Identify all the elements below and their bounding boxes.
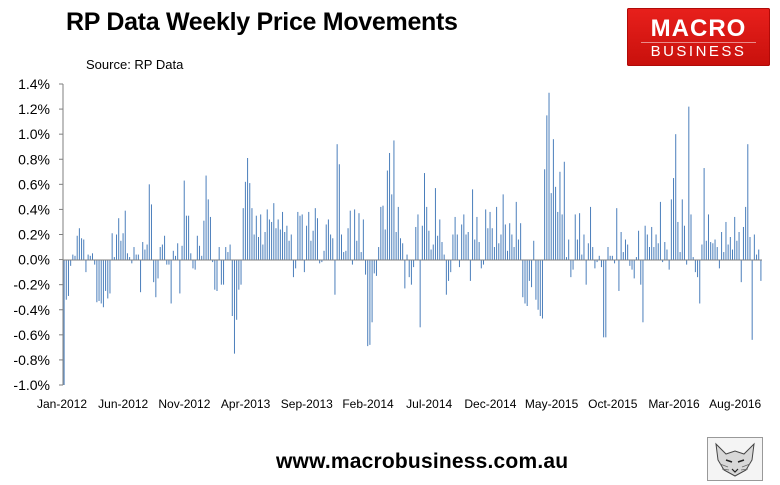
- bar-series: [63, 92, 762, 385]
- y-tick-label: 1.0%: [18, 126, 50, 142]
- logo-line-business: BUSINESS: [650, 43, 747, 60]
- x-tick-label: Jun-2012: [98, 397, 148, 411]
- logo-divider: [641, 42, 756, 43]
- x-tick-label: Mar-2016: [648, 397, 700, 411]
- y-tick-label: 0.4%: [18, 201, 50, 217]
- chart-title: RP Data Weekly Price Movements: [66, 8, 458, 36]
- x-tick-label: Sep-2013: [281, 397, 333, 411]
- y-tick-label: 0.8%: [18, 151, 50, 167]
- x-tick-label: Aug-2016: [709, 397, 761, 411]
- y-tick-label: 0.2%: [18, 227, 50, 243]
- y-tick-label: 1.2%: [18, 101, 50, 117]
- x-tick-label: Jul-2014: [406, 397, 452, 411]
- x-tick-label: Nov-2012: [158, 397, 210, 411]
- x-tick-label: Oct-2015: [588, 397, 638, 411]
- x-tick-label: May-2015: [525, 397, 579, 411]
- x-tick-label: Feb-2014: [342, 397, 394, 411]
- fox-logo-icon: [707, 437, 763, 481]
- chart-source: Source: RP Data: [86, 57, 184, 72]
- macrobusiness-logo[interactable]: MACRO BUSINESS: [627, 8, 770, 66]
- y-tick-label: -0.2%: [13, 277, 50, 293]
- y-tick-label: 1.4%: [18, 76, 50, 92]
- footer-url[interactable]: www.macrobusiness.com.au: [276, 450, 569, 473]
- y-tick-label: -0.8%: [13, 352, 50, 368]
- y-tick-label: -0.6%: [13, 327, 50, 343]
- x-tick-label: Apr-2013: [221, 397, 271, 411]
- x-axis-labels: Jan-2012 Jun-2012 Nov-2012 Apr-2013 Sep-2013…: [37, 397, 762, 411]
- logo-line-macro: MACRO: [650, 15, 747, 42]
- x-tick-label: Jan-2012: [37, 397, 87, 411]
- y-tick-label: -0.4%: [13, 302, 50, 318]
- y-tick-label: -1.0%: [13, 377, 50, 393]
- y-tick-label: 0.6%: [18, 176, 50, 192]
- y-axis-labels: -1.0% -0.8% -0.6% -0.4% -0.2% 0.0% 0.2% 0.4% 0.6…: [13, 76, 63, 393]
- y-tick-label: 0.0%: [18, 252, 50, 268]
- x-tick-label: Dec-2014: [464, 397, 516, 411]
